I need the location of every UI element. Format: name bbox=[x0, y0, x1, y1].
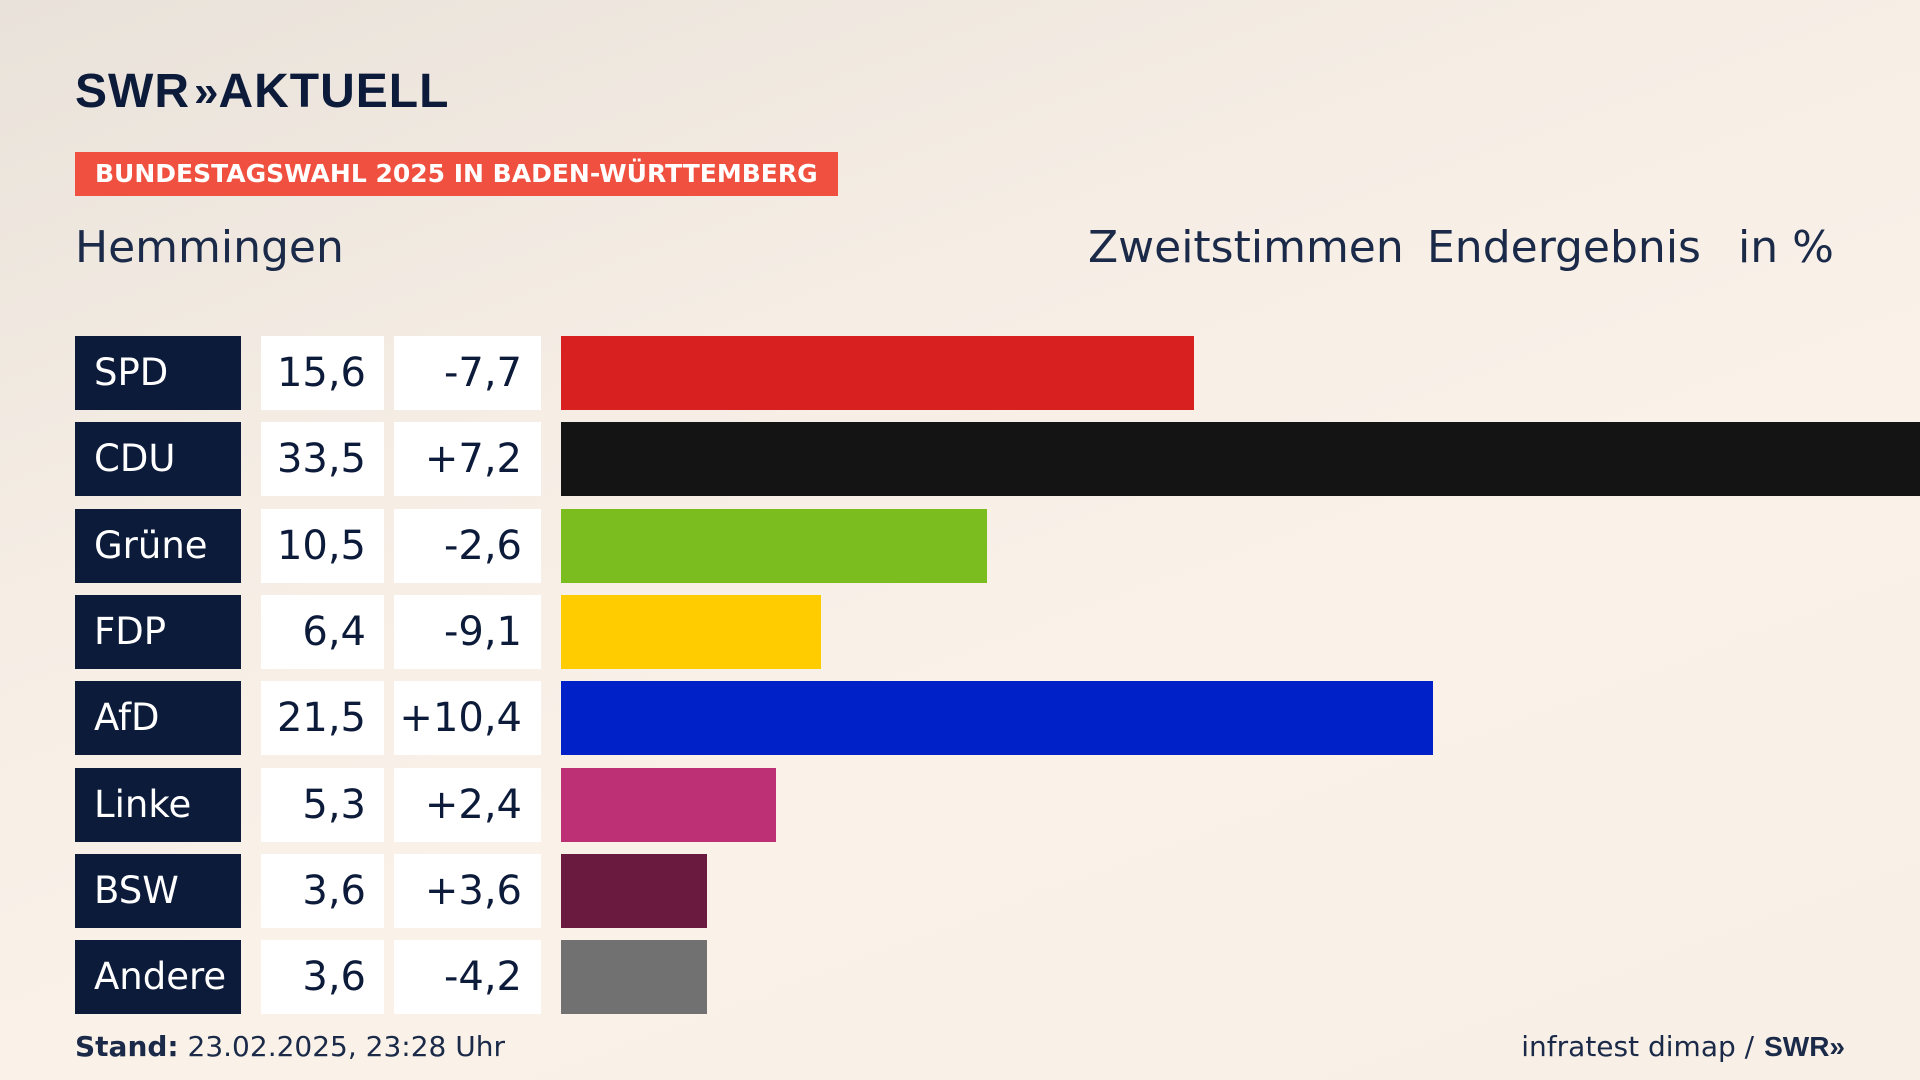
vote-share-diff: -2,6 bbox=[394, 508, 541, 583]
vote-share-value: 3,6 bbox=[261, 853, 384, 928]
party-label: BSW bbox=[75, 853, 241, 928]
header-vote-type: Zweitstimmen bbox=[1088, 222, 1404, 273]
vote-share-value: 6,4 bbox=[261, 594, 384, 669]
bar-cdu bbox=[561, 422, 1920, 497]
party-label: Grüne bbox=[75, 508, 241, 583]
bar-fdp bbox=[561, 594, 821, 669]
vote-share-value: 33,5 bbox=[261, 422, 384, 497]
bar-bsw bbox=[561, 853, 707, 928]
vote-share-value: 10,5 bbox=[261, 508, 384, 583]
vote-share-value: 21,5 bbox=[261, 681, 384, 756]
stand-value: 23.02.2025, 23:28 Uhr bbox=[187, 1030, 505, 1063]
bar-andere bbox=[561, 940, 707, 1015]
party-label: FDP bbox=[75, 594, 241, 669]
footer-timestamp: Stand: 23.02.2025, 23:28 Uhr bbox=[75, 1030, 505, 1063]
vote-share-value: 5,3 bbox=[261, 767, 384, 842]
party-label: SPD bbox=[75, 336, 241, 410]
stand-label: Stand: bbox=[75, 1030, 179, 1063]
bar-afd bbox=[561, 681, 1433, 756]
election-banner: BUNDESTAGSWAHL 2025 IN BADEN-WÜRTTEMBERG bbox=[75, 152, 838, 196]
logo-aktuell: AKTUELL bbox=[218, 65, 450, 118]
vote-share-value: 15,6 bbox=[261, 336, 384, 410]
logo-swr: SWR bbox=[75, 65, 190, 118]
party-label: Linke bbox=[75, 767, 241, 842]
vote-share-diff: +2,4 bbox=[394, 767, 541, 842]
vote-share-diff: -4,2 bbox=[394, 940, 541, 1015]
vote-share-diff: -9,1 bbox=[394, 594, 541, 669]
vote-share-diff: +3,6 bbox=[394, 853, 541, 928]
bar-spd bbox=[561, 336, 1194, 410]
party-label: CDU bbox=[75, 422, 241, 497]
swr-aktuell-logo: SWR » AKTUELL bbox=[75, 64, 449, 119]
vote-share-diff: -7,7 bbox=[394, 336, 541, 410]
party-label: AfD bbox=[75, 681, 241, 756]
vote-share-value: 3,6 bbox=[261, 940, 384, 1015]
source-brand: SWR» bbox=[1764, 1030, 1845, 1062]
vote-share-diff: +7,2 bbox=[394, 422, 541, 497]
bar-grüne bbox=[561, 508, 987, 583]
header-status: Endergebnis bbox=[1427, 222, 1701, 273]
source-text: infratest dimap / bbox=[1521, 1030, 1755, 1063]
footer-source: infratest dimap / SWR» bbox=[1521, 1030, 1845, 1063]
party-label: Andere bbox=[75, 940, 241, 1015]
bar-linke bbox=[561, 767, 776, 842]
logo-chevron-icon: » bbox=[193, 66, 219, 116]
vote-share-diff: +10,4 bbox=[394, 681, 541, 756]
place-title: Hemmingen bbox=[75, 222, 344, 273]
header-unit: in % bbox=[1738, 222, 1834, 273]
